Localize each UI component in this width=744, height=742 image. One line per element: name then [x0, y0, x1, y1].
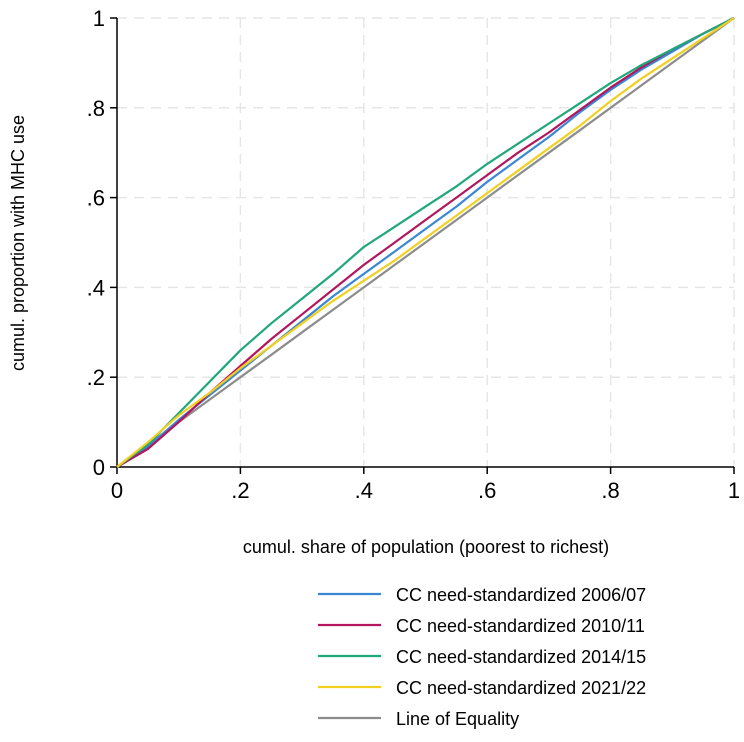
legend-label: Line of Equality: [396, 709, 519, 729]
series-line-4: [116, 17, 735, 468]
axes: [110, 17, 735, 474]
y-tick-label: .6: [87, 186, 105, 211]
x-tick-label: .2: [231, 478, 249, 503]
legend-label: CC need-standardized 2006/07: [396, 585, 646, 605]
series-line-2: [116, 17, 735, 468]
x-tick-label: 1: [728, 478, 740, 503]
x-axis-title: cumul. share of population (poorest to r…: [243, 537, 609, 557]
y-tick-label: .2: [87, 365, 105, 390]
y-tick-label: 0: [93, 455, 105, 480]
grid-lines: [117, 17, 735, 467]
y-tick-label: .8: [87, 96, 105, 121]
legend-label: CC need-standardized 2014/15: [396, 647, 646, 667]
legend-label: CC need-standardized 2010/11: [396, 616, 645, 636]
y-tick-label: 1: [93, 6, 105, 31]
x-tick-label: 0: [111, 478, 123, 503]
legend-label: CC need-standardized 2021/22: [396, 678, 646, 698]
y-tick-label: .4: [87, 275, 105, 300]
series-lines: [116, 17, 735, 468]
y-axis-title: cumul. proportion with MHC use: [8, 115, 28, 371]
x-tick-label: .4: [355, 478, 373, 503]
series-line-3: [116, 17, 735, 468]
tick-labels: 0 .2 .4 .6 .8 1 0 .2 .4 .6 .8 1: [87, 6, 740, 503]
x-tick-label: .8: [601, 478, 619, 503]
legend: CC need-standardized 2006/07 CC need-stan…: [318, 585, 646, 729]
x-tick-label: .6: [478, 478, 496, 503]
series-line-0: [116, 17, 735, 468]
